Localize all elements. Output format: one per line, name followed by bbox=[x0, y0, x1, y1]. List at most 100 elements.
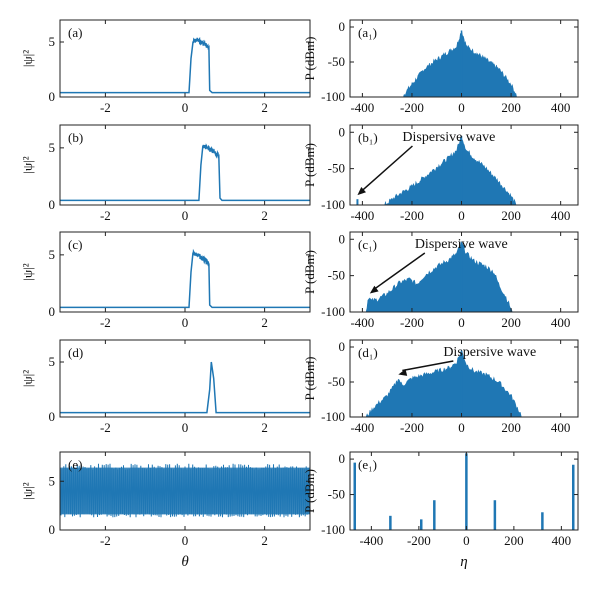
panel-label: (d₁) bbox=[358, 345, 378, 360]
plot-area bbox=[60, 463, 310, 518]
panel-label: (b₁) bbox=[358, 130, 378, 145]
y-tick-label: -50 bbox=[328, 161, 345, 176]
y-tick-label: -100 bbox=[321, 304, 345, 319]
x-tick-label: 200 bbox=[501, 420, 521, 435]
x-tick-label: -200 bbox=[400, 315, 424, 330]
annotation-arrow-head bbox=[398, 369, 408, 376]
y-axis-label: |ψ|² bbox=[20, 156, 35, 173]
x-tick-label: -400 bbox=[350, 315, 374, 330]
series-line bbox=[60, 36, 310, 94]
series-line bbox=[60, 361, 310, 414]
y-axis-label: P (dBm) bbox=[302, 143, 317, 187]
y-axis-label: P (dBm) bbox=[302, 357, 317, 401]
panel-label: (e) bbox=[68, 457, 82, 472]
x-tick-label: 0 bbox=[458, 208, 465, 223]
x-tick-label: 200 bbox=[501, 315, 521, 330]
series-line bbox=[60, 143, 310, 202]
y-tick-label: 0 bbox=[339, 451, 346, 466]
x-tick-label: 200 bbox=[501, 208, 521, 223]
y-tick-label: 5 bbox=[49, 354, 56, 369]
x-tick-label: 0 bbox=[458, 420, 465, 435]
axes-frame bbox=[59, 339, 311, 418]
dispersive-wave-annotation: Dispersive wave bbox=[402, 130, 495, 145]
panel-label: (e₁) bbox=[358, 457, 377, 472]
axes-frame bbox=[349, 19, 579, 98]
plot-area bbox=[365, 349, 523, 417]
y-tick-label: 0 bbox=[339, 124, 346, 139]
plot-area bbox=[60, 36, 310, 94]
x-tick-label: 0 bbox=[182, 100, 189, 115]
spectrum-area bbox=[365, 241, 513, 312]
x-tick-label: -2 bbox=[100, 100, 111, 115]
y-tick-label: -50 bbox=[328, 54, 345, 69]
spectrum-area bbox=[401, 30, 518, 97]
annotation-arrow-line bbox=[373, 252, 426, 291]
panel-b1: -400 -200 0 200 400 0 -50 -100 (b₁) P (dBm) Disper… bbox=[302, 124, 579, 223]
panel-d1: -400 -200 0 200 400 0 -50 -100 (d₁) P (dBm) Disper… bbox=[302, 339, 579, 435]
x-axis-label: θ bbox=[181, 554, 189, 570]
x-tick-label: 2 bbox=[261, 533, 268, 548]
y-tick-label: 0 bbox=[49, 89, 56, 104]
x-tick-label: -400 bbox=[350, 100, 374, 115]
axes-frame bbox=[349, 451, 579, 531]
x-tick-label: 0 bbox=[182, 420, 189, 435]
x-tick-label: -400 bbox=[359, 533, 383, 548]
panel-c1: -400 -200 0 200 400 0 -50 -100 (c₁) P (dBm) Disper… bbox=[302, 231, 579, 330]
y-tick-label: 5 bbox=[49, 473, 56, 488]
x-tick-label: 400 bbox=[551, 100, 571, 115]
y-tick-label: 0 bbox=[49, 304, 56, 319]
plot-area bbox=[353, 453, 575, 530]
x-tick-label: 400 bbox=[551, 420, 571, 435]
plot-area bbox=[60, 361, 310, 414]
y-axis-label: P (dBm) bbox=[302, 37, 317, 81]
panel-label: (d) bbox=[68, 345, 83, 360]
annotation-arrow-line bbox=[360, 145, 413, 192]
y-tick-label: 0 bbox=[339, 231, 346, 246]
x-tick-label: -200 bbox=[400, 420, 424, 435]
y-tick-label: -50 bbox=[328, 374, 345, 389]
y-tick-label: 5 bbox=[49, 34, 56, 49]
x-tick-label: -400 bbox=[350, 420, 374, 435]
y-axis-label: |ψ|² bbox=[20, 263, 35, 280]
x-tick-label: 0 bbox=[182, 533, 189, 548]
panel-e: -2 0 2 0 5 (e) |ψ|² θ bbox=[20, 451, 311, 570]
x-tick-label: -200 bbox=[400, 100, 424, 115]
y-tick-label: -100 bbox=[321, 522, 345, 537]
annotation-arrow-head bbox=[369, 285, 379, 294]
series-line bbox=[60, 248, 310, 309]
x-tick-label: -2 bbox=[100, 315, 111, 330]
plot-area bbox=[60, 248, 310, 309]
modulation-band-trace bbox=[60, 463, 310, 518]
panel-label: (b) bbox=[68, 130, 83, 145]
dispersive-wave-annotation: Dispersive wave bbox=[443, 345, 536, 360]
y-tick-label: 0 bbox=[49, 522, 56, 537]
x-tick-label: -2 bbox=[100, 420, 111, 435]
y-axis-label: |ψ|² bbox=[20, 482, 35, 499]
x-tick-label: 0 bbox=[463, 533, 470, 548]
y-tick-label: -100 bbox=[321, 89, 345, 104]
x-tick-label: -200 bbox=[400, 208, 424, 223]
axes-frame bbox=[59, 231, 311, 313]
x-tick-label: 400 bbox=[551, 315, 571, 330]
axes-frame bbox=[349, 339, 579, 418]
x-tick-label: 200 bbox=[504, 533, 524, 548]
axes-frame bbox=[59, 19, 311, 98]
panel-a1: -400 -200 0 200 400 0 -50 -100 (a₁) P (dBm) bbox=[302, 19, 579, 115]
plot-area bbox=[365, 241, 513, 312]
annotation-arrow-line bbox=[402, 360, 454, 372]
x-axis-label: η bbox=[460, 554, 467, 570]
spectrum-area bbox=[365, 349, 523, 417]
plot-area bbox=[60, 143, 310, 202]
axes-frame bbox=[59, 124, 311, 206]
x-tick-label: 0 bbox=[458, 315, 465, 330]
x-tick-label: 2 bbox=[261, 420, 268, 435]
y-tick-label: -50 bbox=[328, 268, 345, 283]
x-tick-label: 400 bbox=[551, 208, 571, 223]
y-axis-label: |ψ|² bbox=[20, 370, 35, 387]
panel-label: (a₁) bbox=[358, 25, 377, 40]
panel-a: -2 0 2 0 5 (a) |ψ|² bbox=[20, 19, 311, 115]
panel-label: (a) bbox=[68, 25, 82, 40]
plot-area bbox=[356, 135, 517, 205]
panel-label: (c₁) bbox=[358, 237, 377, 252]
